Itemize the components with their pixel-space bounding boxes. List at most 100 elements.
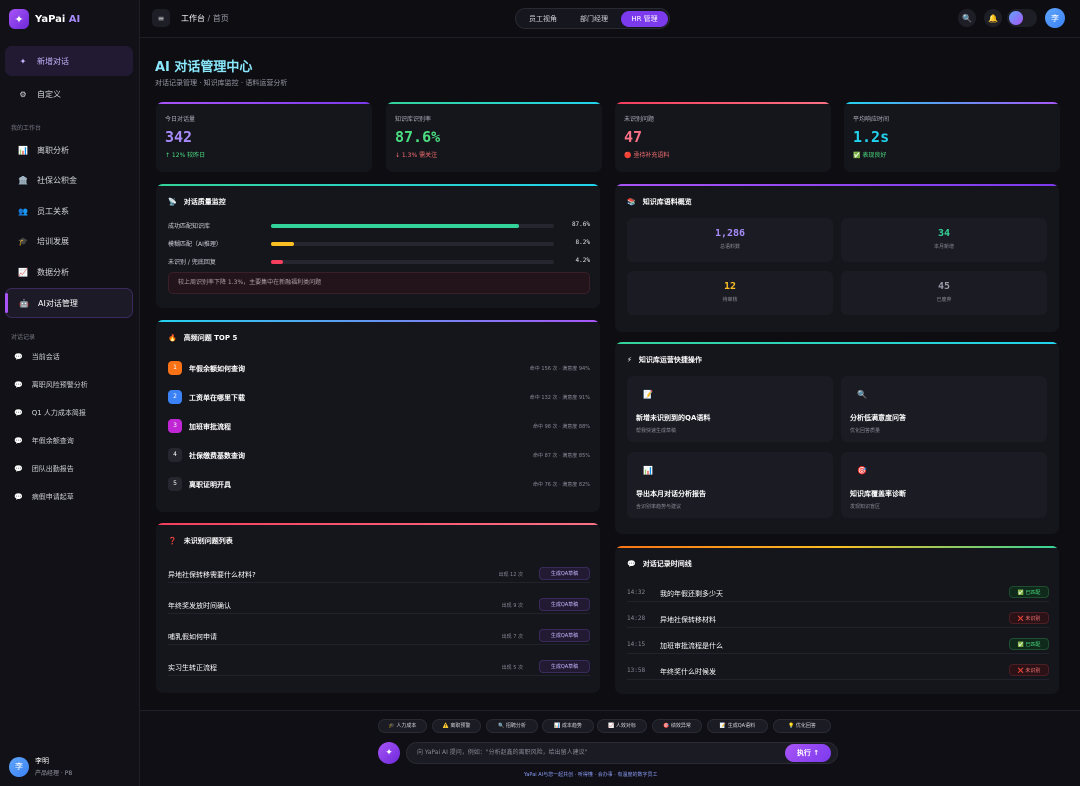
- top5-card: 🔥 高频问题 TOP 5 1 年假余额如何查询 命中 156 次 · 满意度 94% 2…: [156, 320, 600, 512]
- sidebar-item-2[interactable]: 👥 员工关系: [5, 196, 133, 226]
- view-tab-manager[interactable]: 部门经理: [580, 15, 608, 23]
- question-text: 年终奖什么时候发: [660, 668, 716, 676]
- generate-qa-button[interactable]: 生成QA草稿: [539, 660, 590, 673]
- question-metrics: 命中 76 次 · 满意度 82%: [532, 482, 590, 488]
- list-item[interactable]: 13:58 年终奖什么时候发 ❌ 未识别: [627, 664, 1049, 680]
- history-item[interactable]: 💬 当前会话: [14, 353, 60, 361]
- quick-chip[interactable]: 💡 优化回答: [773, 719, 831, 733]
- quality-card: 📡 对话质量监控 成功匹配知识库 87.6% 模糊匹配（AI推理） 8.2% 未识别 / …: [156, 184, 600, 308]
- question-text: 离职证明开具: [189, 481, 231, 489]
- quick-chip[interactable]: 📈 人效对标: [597, 719, 647, 733]
- quick-chip[interactable]: 🎯 绩效异常: [652, 719, 702, 733]
- history-item[interactable]: 💬 团队出勤报告: [14, 465, 74, 473]
- avatar[interactable]: 李: [1045, 8, 1065, 28]
- stat-value: 87.6%: [395, 128, 441, 146]
- generate-qa-button[interactable]: 生成QA草稿: [539, 567, 590, 580]
- quick-chip[interactable]: 📊 成本趋势: [542, 719, 594, 733]
- history-item[interactable]: 💬 Q1 人力成本简报: [14, 409, 86, 417]
- question-icon: ❓: [168, 537, 177, 545]
- view-switcher: 员工视角 部门经理 HR 管理: [515, 8, 670, 29]
- quality-row: 未识别 / 兜底回复 4.2%: [168, 257, 590, 269]
- kb-stat-box: 34 本月新增: [841, 218, 1047, 262]
- chat-icon: 💬: [14, 353, 23, 361]
- list-item[interactable]: 14:15 加班审批流程是什么 ✅ 已匹配: [627, 638, 1049, 654]
- view-tab-employee[interactable]: 员工视角: [529, 15, 557, 23]
- search-button[interactable]: 🔍: [958, 9, 976, 27]
- custom-button[interactable]: ⚙ 自定义: [5, 79, 133, 109]
- books-icon: 📚: [627, 198, 636, 206]
- stat-label: 平均响应时间: [853, 116, 890, 123]
- stat-change: ↓ 1.3% 需关注: [395, 152, 438, 159]
- sidebar-item-label: 数据分析: [37, 267, 69, 277]
- composer-area: 🎓 人力成本 ⚠️ 离职预警 🔍 招聘分析 📊 成本趋势 📈 人效对标 🎯 绩效异常 📝 生…: [140, 710, 1080, 786]
- section-label-history: 对话记录: [11, 334, 36, 341]
- action-title: 新增未识别到的QA语料: [636, 414, 711, 422]
- sidebar-item-4[interactable]: 📈 数据分析: [5, 257, 133, 287]
- new-chat-button[interactable]: ✦ 新增对话: [5, 46, 133, 76]
- progress-fill: [271, 260, 283, 264]
- chat-icon: 💬: [14, 437, 23, 445]
- avatar: 李: [9, 756, 29, 777]
- ai-assistant-button[interactable]: ✦: [378, 742, 400, 764]
- rank-badge: 2: [168, 390, 182, 404]
- kb-stat-value: 34: [937, 228, 951, 239]
- logo[interactable]: ✦ YaPai AI: [0, 0, 139, 38]
- kb-stat-box: 1,286 总语料数: [627, 218, 833, 262]
- list-item[interactable]: 1 年假余额如何查询 命中 156 次 · 满意度 94%: [168, 361, 590, 377]
- notification-button[interactable]: 🔔: [984, 9, 1002, 27]
- quick-action-card[interactable]: 🔍 分析低满意度问答 优化回答质量: [841, 376, 1047, 442]
- card-title: 未识别问题列表: [183, 537, 233, 545]
- quick-chip[interactable]: 🎓 人力成本: [378, 719, 427, 733]
- quick-chip[interactable]: 📝 生成QA语料: [707, 719, 768, 733]
- generate-qa-button[interactable]: 生成QA草稿: [539, 629, 590, 642]
- stat-label: 知识库识别率: [395, 116, 432, 123]
- ask-input[interactable]: 向 YaPai AI 提问，例如："分析赵鑫的离职风险，给出留人建议": [406, 742, 838, 764]
- people-icon: 👥: [18, 206, 28, 216]
- stat-change: 🔴 亟待补充语料: [624, 152, 670, 159]
- quick-chip[interactable]: ⚠️ 离职预警: [432, 719, 481, 733]
- user-profile[interactable]: 李 李明 产品经理 · P8: [9, 756, 72, 777]
- kb-overview-card: 📚 知识库语料概览 1,286 总语料数 34 本月新增 12 待审核 45 已废弃: [615, 184, 1059, 332]
- gear-icon: ⚙: [19, 89, 27, 99]
- kb-stat-label: 待审核: [722, 297, 738, 303]
- list-item[interactable]: 4 社保缴费基数查询 命中 87 次 · 满意度 85%: [168, 448, 590, 464]
- occurrence-count: 出现 7 次: [501, 634, 523, 640]
- history-item[interactable]: 💬 年假余额查询: [14, 437, 74, 445]
- card-title: 对话质量监控: [183, 198, 226, 206]
- quick-chip[interactable]: 🔍 招聘分析: [486, 719, 538, 733]
- sidebar-item-0[interactable]: 📊 离职分析: [5, 135, 133, 165]
- list-item[interactable]: 14:28 异地社保转移材料 ❌ 未识别: [627, 612, 1049, 628]
- quality-label: 未识别 / 兜底回复: [168, 259, 216, 266]
- view-tab-hr[interactable]: HR 管理: [621, 11, 668, 27]
- list-item[interactable]: 2 工资单在哪里下载 命中 132 次 · 满意度 91%: [168, 390, 590, 406]
- sidebar-item-5[interactable]: 🤖 AI对话管理: [5, 288, 133, 318]
- fire-icon: 🔥: [168, 334, 177, 342]
- timestamp: 14:15: [627, 641, 646, 648]
- list-item[interactable]: 5 离职证明开具 命中 76 次 · 满意度 82%: [168, 477, 590, 493]
- status-badge: ❌ 未识别: [1009, 664, 1049, 676]
- execute-button[interactable]: 执行 ↑: [785, 744, 831, 762]
- sidebar-item-label: 社保公积金: [37, 175, 77, 185]
- question-metrics: 命中 87 次 · 满意度 85%: [532, 453, 590, 459]
- generate-qa-button[interactable]: 生成QA草稿: [539, 598, 590, 611]
- occurrence-count: 出现 9 次: [501, 603, 523, 609]
- quick-action-card[interactable]: 📊 导出本月对话分析报告 含识别率趋势与建议: [627, 452, 833, 518]
- quick-action-card[interactable]: 📝 新增未识别到的QA语料 帮我快速生成草稿: [627, 376, 833, 442]
- chart-icon: 📊: [18, 145, 28, 155]
- history-item[interactable]: 💬 病假申请起草: [14, 493, 74, 501]
- action-desc: 发现知识盲区: [850, 504, 881, 510]
- list-item[interactable]: 14:32 我的年假还剩多少天 ✅ 已匹配: [627, 586, 1049, 602]
- history-item[interactable]: 💬 离职风险预警分析: [14, 381, 88, 389]
- question-text: 社保缴费基数查询: [189, 452, 245, 460]
- menu-button[interactable]: ≡: [152, 9, 170, 27]
- question-text: 实习生转正流程: [168, 664, 217, 672]
- kb-stat-box: 12 待审核: [627, 271, 833, 315]
- stat-label: 今日对话量: [165, 116, 196, 123]
- menu-icon: ≡: [157, 13, 165, 23]
- sidebar-item-1[interactable]: 🏛️ 社保公积金: [5, 165, 133, 195]
- theme-toggle[interactable]: [1007, 9, 1037, 27]
- sidebar-item-3[interactable]: 🎓 培训发展: [5, 226, 133, 256]
- quick-action-card[interactable]: 🎯 知识库覆盖率诊断 发现知识盲区: [841, 452, 1047, 518]
- question-text: 加班审批流程是什么: [660, 642, 723, 650]
- list-item[interactable]: 3 加班审批流程 命中 98 次 · 满意度 88%: [168, 419, 590, 435]
